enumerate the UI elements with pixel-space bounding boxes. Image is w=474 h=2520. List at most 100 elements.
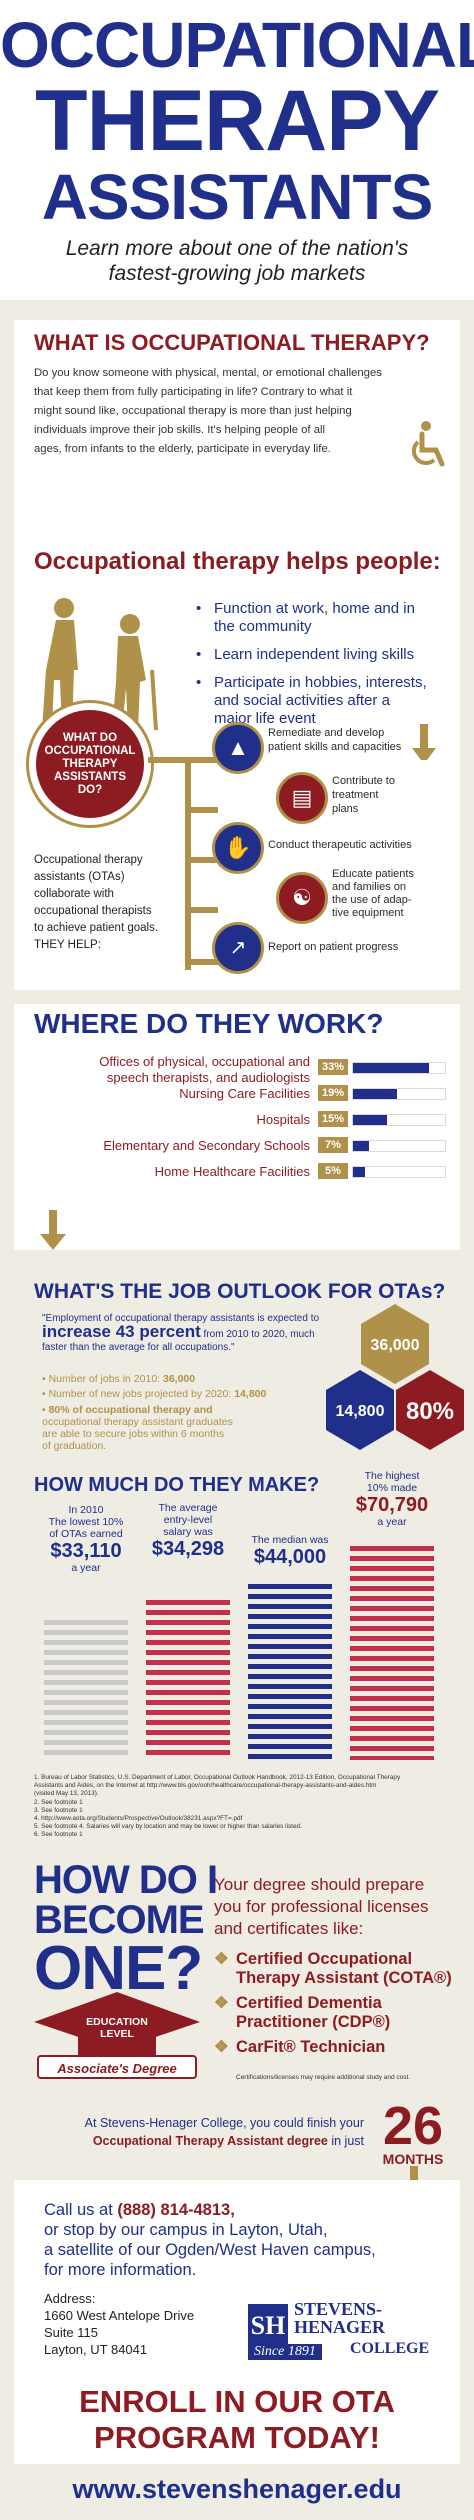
where-row-percent: 33% <box>318 1059 348 1075</box>
helps-bullet: • Function at work, home and in the commu… <box>196 600 456 636</box>
connector-lines <box>148 757 218 970</box>
task-line: the use of adap- <box>332 894 412 906</box>
enroll-line: ENROLL IN OUR OTA <box>79 2384 395 2419</box>
finish-text: At Stevens-Henager College, you could fi… <box>34 2114 364 2150</box>
circle-line: WHAT DO <box>62 731 118 744</box>
educate-icon: ☯ <box>276 872 328 924</box>
become-title: HOW DO I BECOME ONE? <box>34 1860 218 2000</box>
wheelchair-icon <box>411 421 445 467</box>
title-line-1: OCCUPATIONAL <box>0 9 474 81</box>
logo-mark: SH <box>248 2304 288 2348</box>
quote-line: "Employment of occupational therapy assi… <box>42 1313 320 1324</box>
footnote-line: 6. See footnote 1 <box>34 1831 83 1839</box>
salary-bar <box>44 1620 128 1760</box>
salary-after: a year <box>377 1516 407 1528</box>
task-report: Report on patient progress <box>268 941 399 953</box>
quote-line: faster than the average for all occupati… <box>42 1342 235 1353</box>
where-label-line: speech therapists, and audiologists <box>106 1070 310 1085</box>
contact-line: for more information. <box>44 2261 197 2279</box>
salary-line: The highest <box>364 1470 420 1482</box>
fact-value: 14,800 <box>234 1388 267 1400</box>
address-line: 1660 West Antelope Drive <box>44 2308 195 2323</box>
clipboard-icon: ▤ <box>276 772 328 824</box>
logo-since: Since 1891 <box>248 2344 322 2360</box>
prep-line: Your degree should prepare <box>214 1875 425 1894</box>
where-panel <box>14 1004 460 1250</box>
outlook-title: WHAT'S THE JOB OUTLOOK FOR OTAs? <box>34 1280 446 1303</box>
salary-column: In 2010 The lowest 10% of OTAs earned $33,1… <box>38 1504 134 1574</box>
arrow-down-icon <box>412 724 436 764</box>
quote-increase: increase 43 percent <box>42 1322 201 1341</box>
cert-cota: ❖ Certified Occupational Therapy Assistant… <box>214 1950 464 1988</box>
helps-bullet: • Learn independent living skills <box>196 646 456 664</box>
salary-line: 10% made <box>366 1482 418 1494</box>
where-row-bar-fill <box>353 1063 429 1073</box>
cert-line: CarFit® Technician <box>236 2038 386 2056</box>
ota-description: Occupational therapy assistants (OTAs) c… <box>34 852 158 954</box>
task-line: Educate patients <box>332 868 414 880</box>
task-line: tive equipment <box>332 907 404 919</box>
where-row-bar-fill <box>353 1167 365 1177</box>
quote-line: from 2010 to 2020, much <box>203 1329 315 1340</box>
hex-jobs-2010: 36,000 <box>371 1337 420 1354</box>
footer-url[interactable]: www.stevenshenager.edu <box>72 2474 402 2504</box>
enroll-cta[interactable]: ENROLL IN OUR OTA PROGRAM TODAY! <box>30 2384 444 2456</box>
footnote-line: 2. See footnote 1 <box>34 1798 83 1806</box>
hexagon-stats: 36,000 14,800 80% <box>326 1304 464 1450</box>
prep-line: and certificates like: <box>214 1919 364 1938</box>
salary-value: $33,110 <box>50 1540 122 1562</box>
finish-degree: Occupational Therapy Assistant degree <box>92 2134 328 2148</box>
progress-chart-icon: ↗ <box>212 922 264 974</box>
subtitle: Learn more about one of the nation's fas… <box>0 236 474 286</box>
helps-bullet-line: the community <box>214 618 312 635</box>
helps-bullet-line: Function at work, home and in <box>214 600 415 617</box>
title-line-3: ASSISTANTS <box>41 161 434 233</box>
helps-bullet-line: and social activities after a <box>214 692 390 709</box>
address-line: Suite 115 <box>44 2325 98 2340</box>
salary-value: $34,298 <box>151 1538 225 1560</box>
circle-line: DO? <box>77 783 103 796</box>
what-line: ages, from infants to the elderly, parti… <box>34 443 331 455</box>
footnote-line: 3. See footnote 1 <box>34 1806 83 1814</box>
where-row-percent: 7% <box>318 1137 348 1153</box>
header <box>0 0 474 300</box>
what-line: individuals improve their job skills. It… <box>34 424 326 436</box>
edu-line: EDUCATION <box>86 2016 148 2028</box>
salary-column: The median was $44,000 <box>242 1534 338 1568</box>
finish-line: At Stevens-Henager College, you could fi… <box>84 2116 364 2130</box>
salary-bar <box>248 1584 332 1760</box>
grad-line: occupational therapy assistant graduates <box>42 1416 233 1428</box>
desc-line: collaborate with <box>34 888 114 900</box>
where-row-label: Elementary and Secondary Schools <box>26 1138 310 1154</box>
fact-graduates: • 80% of occupational therapy and occupat… <box>42 1404 233 1452</box>
cert-carfit: ❖ CarFit® Technician <box>214 2038 464 2057</box>
where-row-bar-track <box>352 1166 446 1178</box>
logo-text: HENAGER <box>294 2317 386 2337</box>
what-line: might sound like, occupational therapy i… <box>34 405 352 417</box>
title-line-2: THERAPY <box>35 73 440 169</box>
task-line: and families on <box>332 881 406 893</box>
task-line: plans <box>332 803 359 815</box>
degree-label: Associate's Degree <box>57 2061 177 2076</box>
task-educate: Educate patients and families on the use o… <box>332 868 414 920</box>
outlook-quote: "Employment of occupational therapy assi… <box>42 1312 342 1354</box>
months-unit: MONTHS <box>382 2151 444 2167</box>
footnote-line: Assistants and Aides, on the Internet at… <box>34 1782 377 1790</box>
salary-line: The lowest 10% <box>48 1516 124 1528</box>
desc-line: occupational therapists <box>34 905 152 917</box>
phone-number[interactable]: (888) 814-4813, <box>117 2201 235 2219</box>
where-row-bar-fill <box>353 1115 387 1125</box>
cert-note: Certifications/licenses may require addi… <box>236 2074 411 2081</box>
what-line: Do you know someone with physical, menta… <box>34 367 382 379</box>
fact-text: Number of jobs in 2010: <box>48 1373 161 1385</box>
ribbon-icon: ❖ <box>214 2038 229 2056</box>
where-row-label: Nursing Care Facilities <box>26 1086 310 1102</box>
helps-bullets: • Function at work, home and in the commu… <box>196 600 456 728</box>
contact-line: a satellite of our Ogden/West Haven camp… <box>44 2241 376 2259</box>
contact-text: Call us at (888) 814-4813, or stop by ou… <box>44 2200 444 2280</box>
what-text: Do you know someone with physical, menta… <box>34 364 400 459</box>
footnote-line: (visited May 13, 2013). <box>34 1790 99 1798</box>
footnote-line: 1. Bureau of Labor Statistics, U.S. Depa… <box>34 1774 401 1781</box>
circle-line: THERAPY <box>62 757 118 770</box>
grad-line: 80% of occupational therapy and <box>48 1404 213 1416</box>
